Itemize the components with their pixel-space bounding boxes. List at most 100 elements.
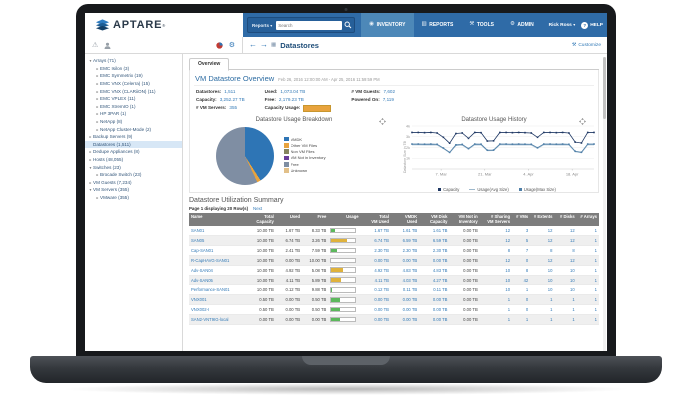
- cell-sharing[interactable]: 12: [479, 255, 513, 266]
- cell-total_vm[interactable]: 0.12 TB: [360, 284, 391, 296]
- tree-toggle-icon[interactable]: ▸: [96, 66, 99, 71]
- sidebar-item-arrays[interactable]: ▾ Arrays (71): [85, 57, 182, 65]
- cell-vmdk[interactable]: 4.83 TB: [390, 265, 420, 276]
- datastore-link[interactable]: VNX002-I: [189, 304, 246, 316]
- cell-total_vm[interactable]: 0.00 TB: [360, 304, 391, 316]
- datastore-link[interactable]: Adv-SAN05: [189, 275, 246, 286]
- column-header-used[interactable]: Used: [275, 213, 303, 227]
- cell-vms[interactable]: 5: [512, 235, 531, 246]
- column-header-name[interactable]: Name: [189, 213, 246, 227]
- cell-arrays[interactable]: 1: [576, 226, 599, 237]
- cell-vm_disk[interactable]: 0.11 TB: [419, 284, 450, 296]
- datastore-link[interactable]: VNX001: [189, 294, 246, 306]
- stat-value[interactable]: 2,179.23 TB: [278, 96, 304, 102]
- tab-tools[interactable]: ⚒ TOOLS: [461, 13, 502, 37]
- cell-sharing[interactable]: 12: [479, 235, 513, 246]
- alerts-warning-icon[interactable]: ⚠: [92, 41, 99, 49]
- cell-extents[interactable]: 1: [530, 314, 555, 325]
- forward-icon[interactable]: →: [260, 40, 268, 49]
- tree-toggle-icon[interactable]: ▸: [96, 104, 99, 109]
- sidebar-item-netapp-cluster-mode[interactable]: ▸ NetApp Cluster-Mode (2): [85, 125, 182, 133]
- datastore-link[interactable]: SAN2-VNT9IG-local: [189, 314, 246, 325]
- user-icon[interactable]: [104, 42, 111, 49]
- cell-sharing[interactable]: 1: [479, 314, 513, 325]
- sidebar-item-switches[interactable]: ▾ Switches (23): [85, 163, 182, 171]
- sidebar-item-vmware[interactable]: ▸ VMware (355): [85, 194, 182, 202]
- cell-vmdk[interactable]: 1.61 TB: [390, 226, 420, 237]
- settings-gear-icon[interactable]: ⚙: [228, 41, 235, 49]
- cell-disks[interactable]: 8: [554, 245, 577, 256]
- sidebar-item-netapp[interactable]: ▸ NetApp (8): [85, 118, 182, 126]
- tree-toggle-icon[interactable]: ▸: [96, 97, 99, 102]
- datastore-link[interactable]: Performance-SAN01: [189, 284, 246, 296]
- tree-toggle-icon[interactable]: ▸: [96, 173, 99, 178]
- cell-sharing[interactable]: 10: [479, 265, 513, 276]
- cell-extents[interactable]: 10: [530, 265, 555, 276]
- sidebar-item-vm-guests[interactable]: ▸ VM Guests (7,234): [85, 179, 182, 187]
- cell-vms[interactable]: 3: [512, 226, 531, 237]
- cell-disks[interactable]: 10: [554, 265, 577, 276]
- cell-extents[interactable]: 10: [530, 284, 555, 296]
- column-header-total-vm-used[interactable]: Total VM Used: [360, 213, 391, 227]
- column-header-vm-disk-capacity[interactable]: VM Disk Capacity: [419, 213, 450, 227]
- cell-arrays[interactable]: 1: [576, 265, 599, 276]
- cell-arrays[interactable]: 1: [576, 294, 599, 306]
- sidebar-item-emc-vplex[interactable]: ▸ EMC VPLEX (11): [85, 95, 182, 103]
- cell-disks[interactable]: 12: [554, 235, 577, 246]
- column-header-total-capacity[interactable]: Total Capacity: [245, 213, 276, 227]
- tab-inventory[interactable]: ◉ INVENTORY: [361, 13, 414, 37]
- tab-reports[interactable]: ▥ REPORTS: [414, 13, 462, 37]
- tree-toggle-icon[interactable]: ▸: [96, 74, 99, 79]
- cell-vmdk[interactable]: 0.11 TB: [390, 284, 420, 296]
- sidebar-item-emc-symmetrix[interactable]: ▸ EMC Symmetrix (19): [85, 72, 182, 80]
- cell-vms[interactable]: 42: [512, 275, 531, 286]
- cell-vms[interactable]: 0: [512, 294, 531, 306]
- cell-arrays[interactable]: 1: [576, 314, 599, 325]
- search-scope-dropdown[interactable]: Reports ▾: [252, 22, 273, 28]
- tree-toggle-icon[interactable]: ▾: [89, 59, 92, 64]
- tree-toggle-icon[interactable]: ▸: [96, 112, 99, 117]
- cell-sharing[interactable]: 8: [479, 245, 513, 256]
- search-icon[interactable]: [344, 21, 352, 29]
- cell-vms[interactable]: 1: [512, 314, 531, 325]
- sidebar-item-backup-servers[interactable]: ▸ Backup Servers (9): [85, 133, 182, 141]
- cell-vmdk[interactable]: 0.00 TB: [390, 304, 420, 316]
- datastore-link[interactable]: R-CapHAVG-SAN01: [189, 255, 246, 266]
- stat-value[interactable]: 1,073.04 TB: [280, 89, 306, 94]
- next-page-link[interactable]: Next: [253, 206, 263, 212]
- cell-vm_disk[interactable]: 1.61 TB: [419, 226, 450, 237]
- cell-extents[interactable]: 1: [530, 304, 555, 316]
- column-header-free[interactable]: Free: [302, 213, 329, 227]
- cell-disks[interactable]: 12: [554, 255, 577, 266]
- cell-arrays[interactable]: 1: [576, 235, 599, 246]
- stat-value[interactable]: 7,602: [383, 89, 396, 94]
- column-header-usage[interactable]: Usage: [328, 213, 361, 227]
- cell-vmdk[interactable]: 0.00 TB: [390, 294, 420, 306]
- user-menu[interactable]: Rick Ross ▾: [548, 22, 576, 28]
- sidebar-item-emc-xtremio[interactable]: ▸ EMC XtremIO (1): [85, 103, 182, 111]
- cell-vm_disk[interactable]: 0.00 TB: [419, 294, 450, 306]
- cell-vmdk[interactable]: 0.00 TB: [390, 255, 420, 266]
- tree-toggle-icon[interactable]: ▸: [96, 127, 99, 132]
- cell-vm_disk[interactable]: 0.00 TB: [419, 255, 450, 266]
- column-header-extents[interactable]: # Extents: [530, 213, 555, 227]
- cell-vmdk[interactable]: 6.59 TB: [390, 235, 420, 246]
- column-header-vms[interactable]: # VMs: [512, 213, 531, 227]
- cell-extents[interactable]: 10: [530, 275, 555, 286]
- tab-overview[interactable]: Overview: [189, 58, 230, 71]
- sidebar-item-emc-vnx-celerra[interactable]: ▸ EMC VNX (Celerra) (15): [85, 80, 182, 88]
- cell-sharing[interactable]: 1: [479, 304, 513, 316]
- column-header-sharing-vm-servers[interactable]: # Sharing VM Servers: [479, 213, 513, 227]
- sidebar-item-brocade-switch[interactable]: ▸ Brocade Switch (23): [85, 171, 182, 179]
- column-header-disks[interactable]: # Disks: [554, 213, 577, 227]
- cell-extents[interactable]: 8: [530, 245, 555, 256]
- cell-vm_disk[interactable]: 2.30 TB: [419, 245, 450, 256]
- tree-toggle-icon[interactable]: ▸: [96, 195, 99, 200]
- tree-toggle-icon[interactable]: ▾: [89, 165, 92, 170]
- cell-vm_disk[interactable]: 4.83 TB: [419, 265, 450, 276]
- stat-value[interactable]: 355: [229, 104, 238, 110]
- cell-disks[interactable]: 1: [554, 314, 577, 325]
- cell-vmdk[interactable]: 0.00 TB: [390, 314, 420, 325]
- cell-sharing[interactable]: 1: [479, 294, 513, 306]
- datastore-link[interactable]: Cap-SAN01: [189, 245, 246, 256]
